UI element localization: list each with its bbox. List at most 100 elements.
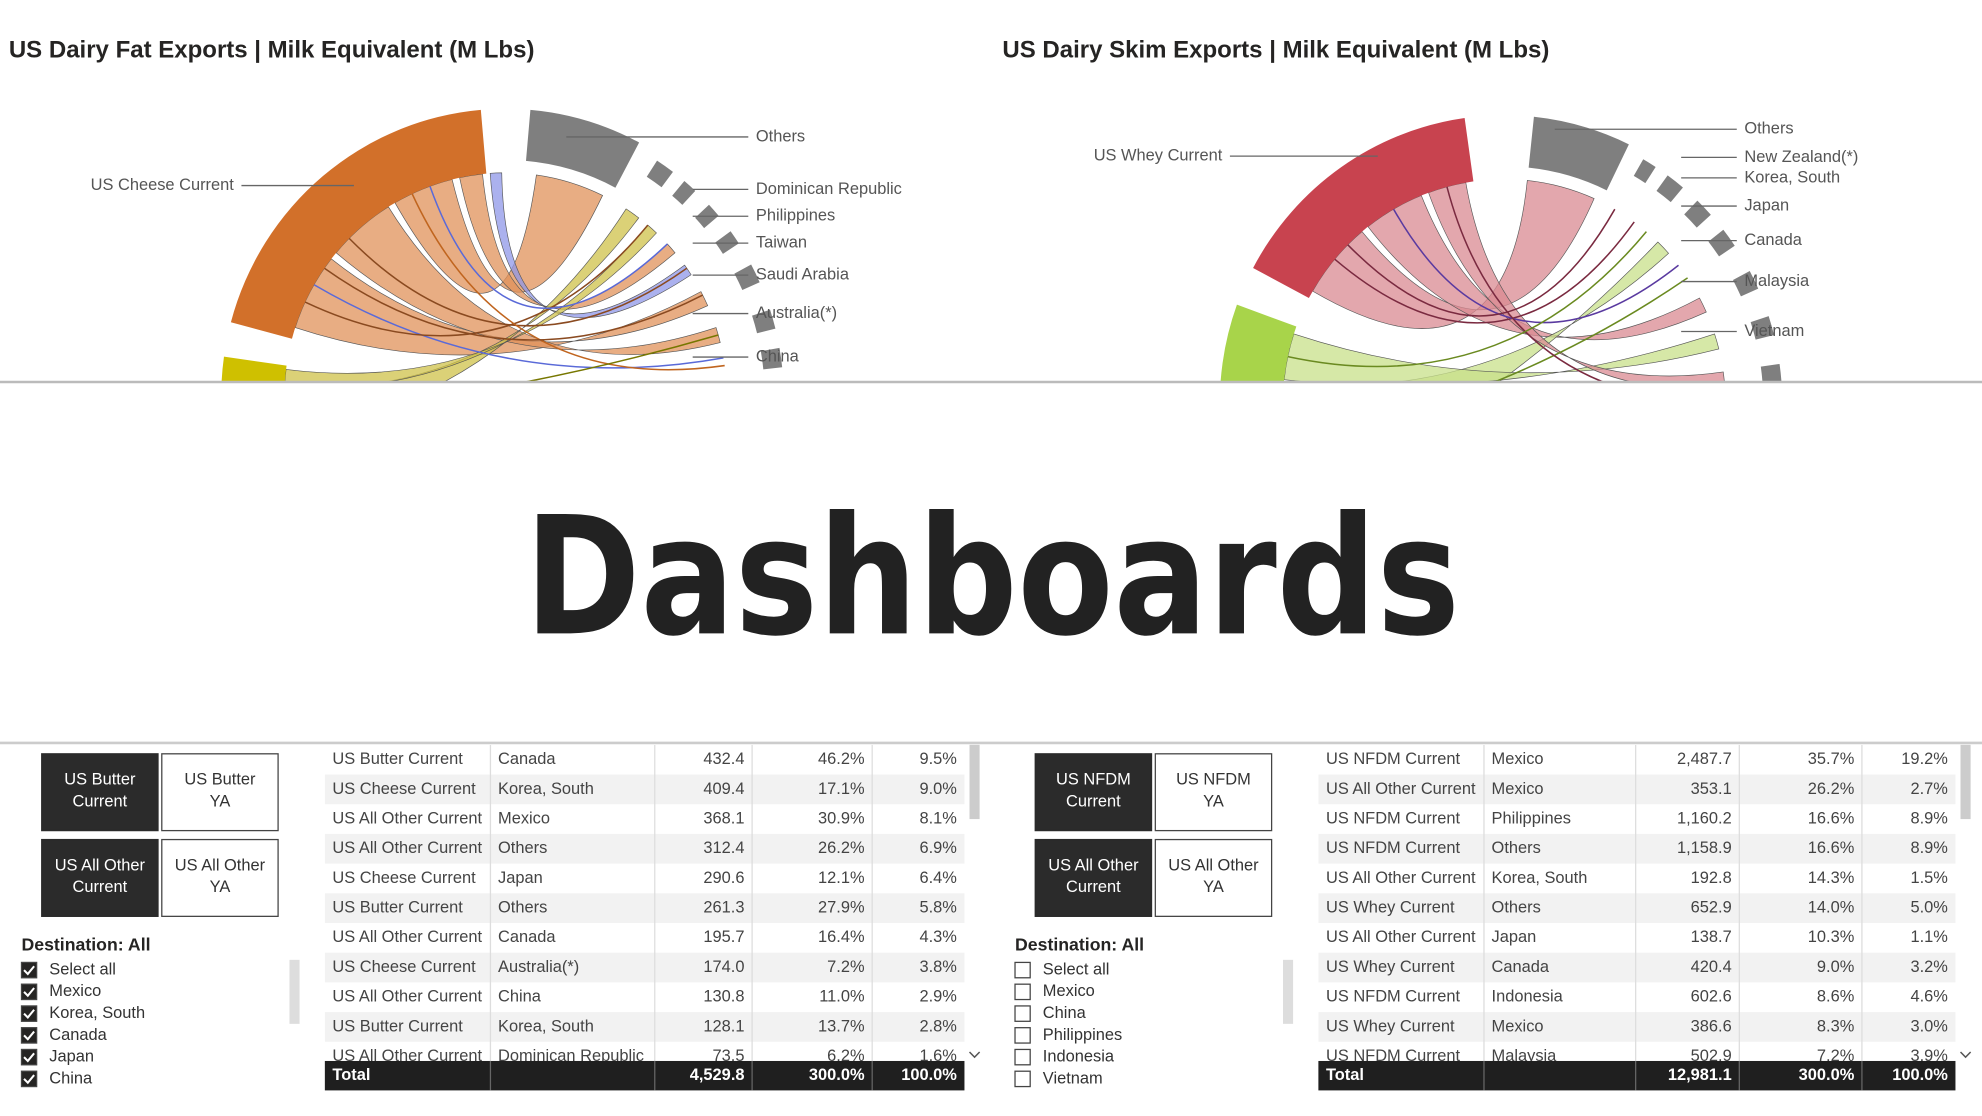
group-arc (760, 347, 783, 370)
table-cell: Philippines (1492, 808, 1571, 827)
slicer-item[interactable]: Mexico (49, 981, 101, 1000)
row-band (324, 952, 965, 983)
table-cell: 1.1% (1910, 927, 1948, 946)
table-cell: 16.6% (1808, 808, 1855, 827)
table-cell: Japan (498, 868, 543, 887)
check-mark (23, 987, 35, 998)
table-cell: Korea, South (498, 779, 594, 798)
checkbox[interactable] (20, 983, 38, 1001)
chart-area: US Dairy Fat Exports | Milk Equivalent (… (9, 36, 1858, 382)
checkbox[interactable] (1014, 983, 1031, 1001)
table-cell: 312.4 (703, 838, 744, 857)
checkbox[interactable] (1014, 1048, 1031, 1066)
group-arc (1528, 116, 1629, 191)
checkbox[interactable] (20, 1005, 38, 1022)
chord-line (1392, 208, 1679, 324)
checkbox[interactable] (20, 1048, 38, 1066)
checkbox[interactable] (1014, 1027, 1031, 1044)
slicer-button[interactable] (41, 753, 159, 832)
table-cell: 12.1% (818, 868, 865, 887)
checkbox[interactable] (1014, 961, 1031, 979)
slicer-button[interactable] (41, 838, 159, 917)
check-mark (23, 1074, 35, 1085)
table-cell: Others (1492, 838, 1541, 857)
chord-label: China (756, 346, 800, 365)
table-cell: 2.8% (919, 1016, 957, 1035)
chord-label: Dominican Republic (756, 179, 902, 198)
scroll-arrow (968, 1051, 981, 1059)
check-mark (23, 1030, 35, 1041)
table-cell: Mexico (1492, 749, 1544, 768)
check-mark (23, 1052, 35, 1063)
table-cell: 6.2% (827, 1046, 865, 1065)
chord-label: US Whey Current (1094, 145, 1223, 164)
chord-label: Korea, South (1744, 167, 1840, 186)
chord-line (1446, 186, 1605, 382)
table-cell: Others (498, 897, 547, 916)
slicer-item[interactable]: China (1043, 1003, 1087, 1022)
title-band (0, 381, 1982, 743)
slicer-button[interactable] (161, 753, 279, 832)
button-label: US NFDM Current (1056, 770, 1131, 811)
group-arc (1760, 363, 1782, 382)
slicer-item[interactable]: Philippines (1043, 1025, 1122, 1044)
slicer-button[interactable] (1154, 753, 1273, 832)
slicer-item[interactable]: Select all (49, 959, 116, 978)
table-cell: 432.4 (703, 749, 744, 768)
table-cell: 602.6 (1691, 987, 1732, 1006)
checkbox[interactable] (1014, 1070, 1031, 1088)
slicer-item[interactable]: China (49, 1068, 93, 1087)
chord-ribbon (284, 224, 657, 382)
group-arc (752, 309, 776, 334)
checkbox[interactable] (20, 1070, 38, 1088)
slicer-item[interactable]: Indonesia (1043, 1046, 1115, 1065)
table-cell: Others (498, 838, 547, 857)
table-cell: 130.8 (703, 987, 744, 1006)
table-cell: 9.0% (919, 779, 957, 798)
slicer-button[interactable] (161, 838, 279, 917)
table-cell: 30.9% (818, 808, 865, 827)
slicer-item[interactable]: Canada (49, 1025, 107, 1044)
table-cell: 27.9% (818, 897, 865, 916)
chord-line (313, 284, 724, 369)
chord-label: Japan (1744, 195, 1789, 214)
table-cell: 128.1 (703, 1016, 744, 1035)
chord-label: Saudi Arabia (756, 264, 850, 283)
slicer-button[interactable] (1034, 753, 1153, 832)
checkbox[interactable] (20, 961, 38, 979)
total-cell: 300.0% (809, 1065, 865, 1084)
checkbox[interactable] (20, 1027, 38, 1044)
table-cell: US Cheese Current (332, 957, 476, 976)
table-cell: US Butter Current (332, 897, 463, 916)
table-cell: US All Other Current (332, 1046, 482, 1065)
slicer-item[interactable]: Mexico (1043, 981, 1095, 1000)
chord-label: Philippines (756, 206, 835, 225)
table-cell: US NFDM Current (1326, 838, 1460, 857)
slicer-item[interactable]: Select all (1043, 959, 1110, 978)
table-cell: Dominican Republic (498, 1046, 644, 1065)
table-cell: US All Other Current (332, 927, 482, 946)
table-cell: 409.4 (703, 779, 744, 798)
row-band (324, 893, 965, 924)
chord-ribbon (1312, 180, 1595, 329)
table-cell: Others (1492, 897, 1541, 916)
slicer-button[interactable] (1154, 838, 1273, 917)
table-cell: 420.4 (1691, 957, 1732, 976)
table-cell: 17.1% (818, 779, 865, 798)
slicer-item[interactable]: Japan (49, 1046, 94, 1065)
slicer-item[interactable]: Vietnam (1043, 1068, 1103, 1087)
table-cell: 386.6 (1691, 1016, 1732, 1035)
table-cell: US Cheese Current (332, 779, 476, 798)
chord-label: Canada (1744, 230, 1802, 249)
table-cell: 14.3% (1808, 868, 1855, 887)
slicer-button[interactable] (1034, 838, 1153, 917)
table-cell: Australia(*) (498, 957, 579, 976)
row-band (1318, 833, 1956, 864)
banner-title: Dashboards (525, 482, 1460, 672)
slicer-item[interactable]: Korea, South (49, 1003, 145, 1022)
checkbox[interactable] (1014, 1005, 1031, 1022)
button-label: US Butter YA (184, 770, 256, 811)
chord-ribbon (1367, 195, 1707, 341)
table-cell: 8.3% (1817, 1016, 1855, 1035)
